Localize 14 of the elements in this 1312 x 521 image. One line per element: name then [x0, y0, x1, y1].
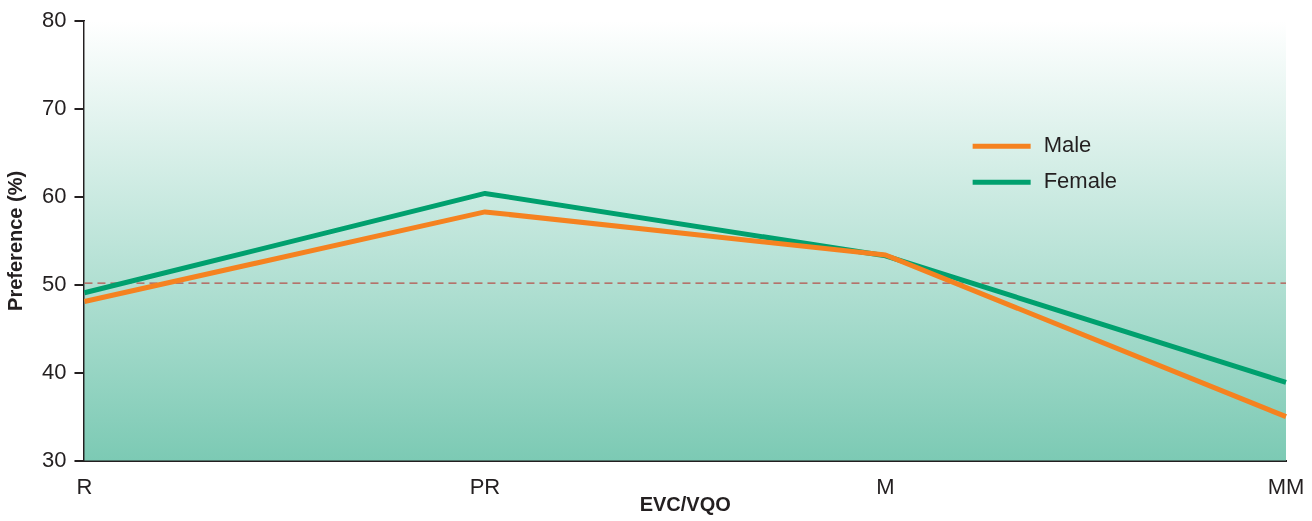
y-tick-label: 40 — [41, 358, 67, 384]
y-tick-label: 50 — [41, 270, 67, 296]
x-tick-label: R — [76, 473, 93, 499]
y-tick-label: 30 — [41, 446, 67, 472]
y-tick-label: 80 — [41, 7, 67, 33]
x-axis-title: EVC/VQO — [639, 492, 731, 515]
legend-label: Male — [1043, 132, 1092, 158]
x-tick-label: PR — [469, 473, 501, 499]
legend-label: Female — [1043, 168, 1117, 194]
x-tick-label: MM — [1267, 473, 1305, 499]
y-tick-label: 70 — [41, 95, 67, 121]
x-tick-label: M — [876, 473, 895, 499]
y-tick-label: 60 — [41, 183, 67, 209]
y-axis-title: Preference (%) — [3, 170, 26, 311]
